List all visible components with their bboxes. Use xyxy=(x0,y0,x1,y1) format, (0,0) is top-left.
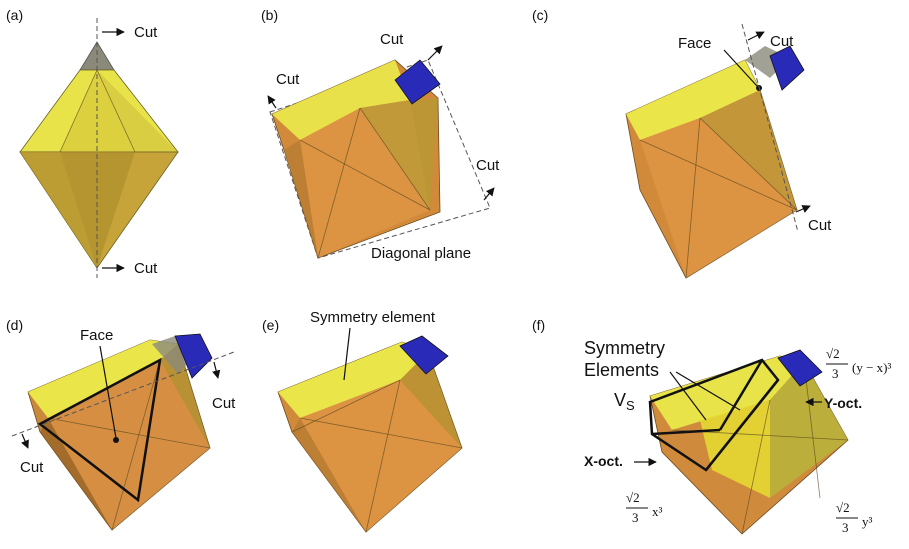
cut-label-a-top: Cut xyxy=(134,24,158,41)
blue-cap-f xyxy=(777,349,823,387)
y-oct-region xyxy=(770,362,848,498)
symmetry-leader-f-1 xyxy=(669,371,707,421)
cut-arrow-d-right xyxy=(212,361,221,379)
cut-label-a-bottom: Cut xyxy=(134,260,158,277)
octahedron-f-yellow-top xyxy=(650,356,804,430)
svg-text:3: 3 xyxy=(842,520,849,535)
svg-text:x³: x³ xyxy=(652,504,663,519)
panel-b: (b) Cut Cut Cut Diagonal plane xyxy=(261,7,500,262)
blue-cap-b xyxy=(394,59,441,105)
svg-text:(y − x)³: (y − x)³ xyxy=(852,360,891,375)
cut-arrow-d-left xyxy=(21,433,29,449)
symmetry-label-f-line1: Symmetry xyxy=(584,338,665,358)
blue-cap-d xyxy=(174,333,213,379)
cut-label-c-bottom: Cut xyxy=(808,217,832,234)
face-leader-c xyxy=(723,49,758,87)
symmetry-label-e: Symmetry element xyxy=(310,309,436,326)
panel-a: (a) Cut Cut xyxy=(6,7,179,278)
vs-label: VS xyxy=(614,390,635,413)
panel-b-label: (b) xyxy=(261,7,278,23)
face-point-d xyxy=(113,437,119,443)
panel-d: (d) Face Cut Cut xyxy=(6,317,236,531)
cut-label-b-left: Cut xyxy=(276,71,300,88)
panel-f-label: (f) xyxy=(532,317,545,333)
panel-e-label: (e) xyxy=(262,317,279,333)
svg-text:y³: y³ xyxy=(862,514,873,529)
panel-c: (c) Face Cut Cut xyxy=(532,7,832,279)
octahedron-b-yellow-top xyxy=(272,60,410,140)
cut-label-d-right: Cut xyxy=(212,395,236,412)
svg-text:√2: √2 xyxy=(826,346,840,361)
diagonal-plane-label: Diagonal plane xyxy=(371,245,471,262)
panel-c-label: (c) xyxy=(532,7,548,23)
formula-right: √2 3 y³ xyxy=(836,500,873,535)
cut-label-c-top: Cut xyxy=(770,33,794,50)
cut-arrow-b-left xyxy=(267,95,277,109)
octahedron-e-yellow-top xyxy=(278,342,428,418)
face-leader-d xyxy=(99,345,117,439)
cut-label-b-right: Cut xyxy=(476,157,500,174)
svg-text:√2: √2 xyxy=(626,490,640,505)
svg-text:3: 3 xyxy=(632,510,639,525)
face-label-d: Face xyxy=(80,327,113,344)
formula-left: √2 3 x³ xyxy=(626,490,663,525)
cut-arrow-c-top xyxy=(747,31,765,41)
cut-arrow-b-right xyxy=(483,187,495,201)
octahedron-d-yellow-top xyxy=(28,340,178,418)
cut-arrow-c-bottom xyxy=(795,205,811,213)
cut-line-c xyxy=(741,23,799,233)
blue-cap-c xyxy=(769,45,805,91)
x-oct-label: X-oct. xyxy=(584,453,623,469)
y-oct-label: Y-oct. xyxy=(824,395,862,411)
face-triangle-d xyxy=(37,357,162,503)
panel-a-label: (a) xyxy=(6,7,23,23)
svg-text:√2: √2 xyxy=(836,500,850,515)
panel-e: (e) Symmetry element xyxy=(262,309,463,533)
cut-label-d-left: Cut xyxy=(20,459,44,476)
cut-arrow-b-top xyxy=(427,45,443,61)
symmetry-leader-f-2 xyxy=(675,371,741,411)
octahedron-c-yellow-top xyxy=(626,60,760,140)
cut-label-b-top: Cut xyxy=(380,31,404,48)
formula-top: √2 3 (y − x)³ xyxy=(826,346,891,381)
panel-f: (f) Symmetry Elements VS Y-oct. X-oct. √… xyxy=(532,317,891,535)
panel-d-label: (d) xyxy=(6,317,23,333)
face-label-c: Face xyxy=(678,35,711,52)
symmetry-leader-e xyxy=(343,327,351,381)
svg-text:3: 3 xyxy=(832,366,839,381)
symmetry-label-f-line2: Elements xyxy=(584,360,659,380)
blue-cap-e xyxy=(399,335,449,375)
